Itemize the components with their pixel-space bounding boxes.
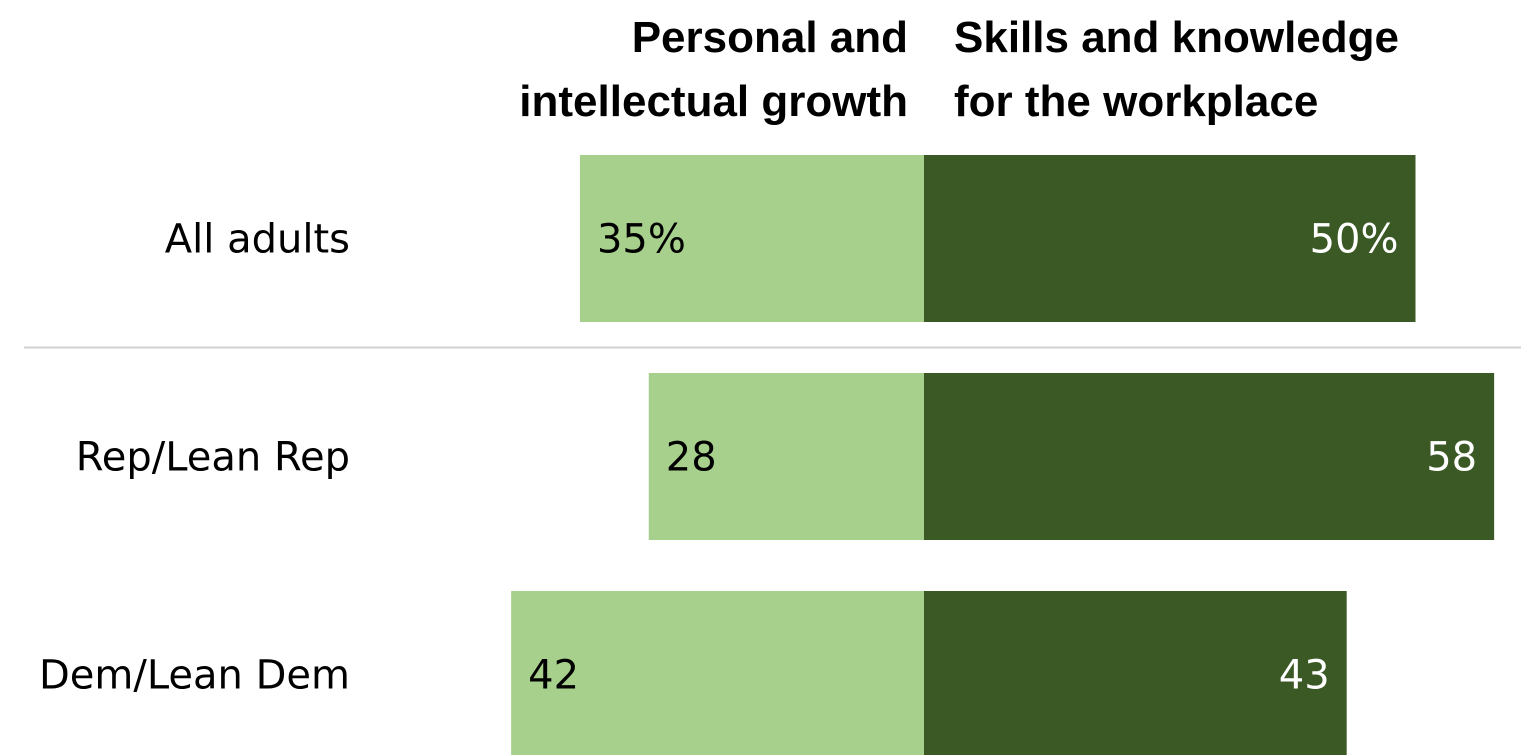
category-label: Dem/Lean Dem bbox=[39, 653, 350, 699]
left-header-line-2: intellectual growth bbox=[519, 77, 908, 126]
row-rep-lean-rep: Rep/Lean Rep 28 58 bbox=[76, 373, 1495, 540]
value-label-workplace-skills: 43 bbox=[1279, 653, 1330, 699]
value-label-personal-growth: 35% bbox=[597, 217, 686, 263]
right-header-line-1: Skills and knowledge bbox=[954, 13, 1399, 62]
category-label: All adults bbox=[165, 217, 350, 263]
value-label-workplace-skills: 50% bbox=[1310, 217, 1399, 263]
row-all-adults: All adults 35% 50% bbox=[165, 155, 1416, 322]
column-headers: Personal and intellectual growth Skills … bbox=[519, 13, 1399, 126]
value-label-workplace-skills: 58 bbox=[1426, 435, 1477, 481]
bar-personal-growth bbox=[648, 373, 924, 540]
category-label: Rep/Lean Rep bbox=[76, 435, 350, 481]
bar-personal-growth bbox=[579, 155, 924, 322]
left-header-line-1: Personal and bbox=[632, 13, 908, 62]
bar-workplace-skills bbox=[924, 373, 1495, 540]
bar-personal-growth bbox=[511, 591, 924, 755]
value-label-personal-growth: 28 bbox=[666, 435, 717, 481]
chart-rows: All adults 35% 50% Rep/Lean Rep 28 58 Dem/Lean… bbox=[24, 155, 1521, 755]
right-header-line-2: for the workplace bbox=[954, 77, 1318, 126]
bar-workplace-skills bbox=[924, 155, 1416, 322]
value-label-personal-growth: 42 bbox=[528, 653, 579, 699]
bar-workplace-skills bbox=[924, 591, 1347, 755]
row-dem-lean-dem: Dem/Lean Dem 42 43 bbox=[39, 591, 1347, 755]
